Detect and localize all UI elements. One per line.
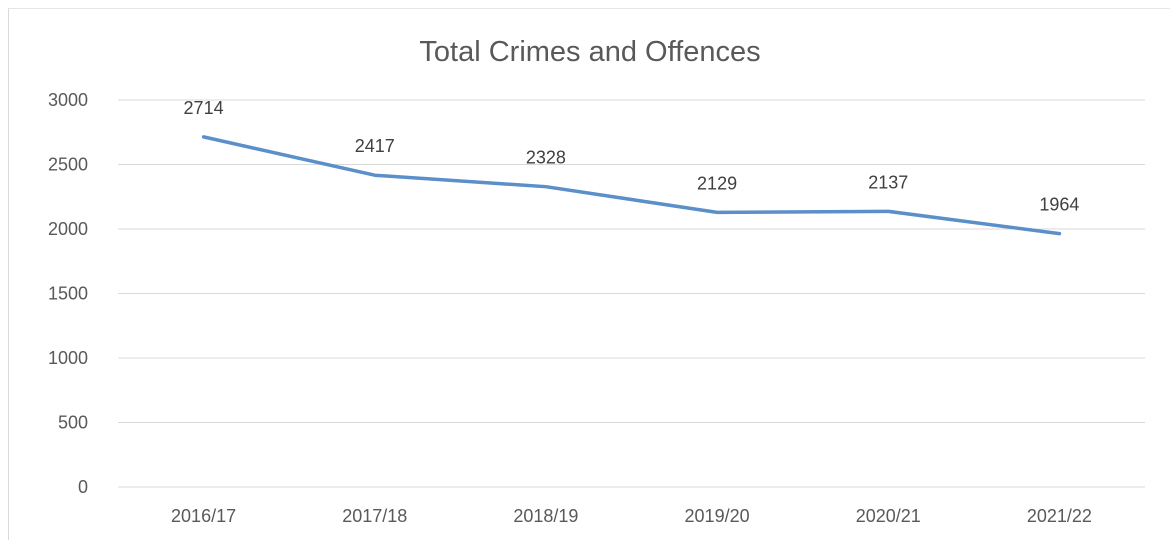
gridlines — [118, 99, 1145, 488]
y-tick-label: 1500 — [48, 284, 88, 304]
y-tick-label: 0 — [78, 477, 88, 497]
x-tick-label: 2016/17 — [171, 506, 236, 526]
data-labels: 2714 2417 2328 2129 2137 1964 — [184, 98, 1080, 215]
chart-frame — [8, 8, 1170, 540]
y-tick-label: 3000 — [48, 90, 88, 110]
x-axis-ticks: 2016/17 2017/18 2018/19 2019/20 2020/21 2021/… — [171, 506, 1092, 526]
data-label: 2714 — [184, 98, 224, 118]
series-line — [201, 135, 1062, 236]
x-tick-label: 2019/20 — [685, 506, 750, 526]
data-label: 1964 — [1039, 195, 1079, 215]
y-tick-label: 500 — [58, 413, 88, 433]
series-layer — [201, 135, 1062, 236]
y-axis-ticks: 0 500 1000 1500 2000 2500 3000 — [48, 90, 88, 497]
x-tick-label: 2017/18 — [342, 506, 407, 526]
y-tick-label: 1000 — [48, 348, 88, 368]
x-tick-label: 2018/19 — [513, 506, 578, 526]
data-label: 2137 — [868, 172, 908, 192]
x-tick-label: 2020/21 — [856, 506, 921, 526]
data-label: 2129 — [697, 173, 737, 193]
data-label: 2328 — [526, 148, 566, 168]
data-label: 2417 — [355, 136, 395, 156]
y-tick-label: 2500 — [48, 155, 88, 175]
y-tick-label: 2000 — [48, 219, 88, 239]
x-tick-label: 2021/22 — [1027, 506, 1092, 526]
chart-title: Total Crimes and Offences — [419, 36, 760, 68]
